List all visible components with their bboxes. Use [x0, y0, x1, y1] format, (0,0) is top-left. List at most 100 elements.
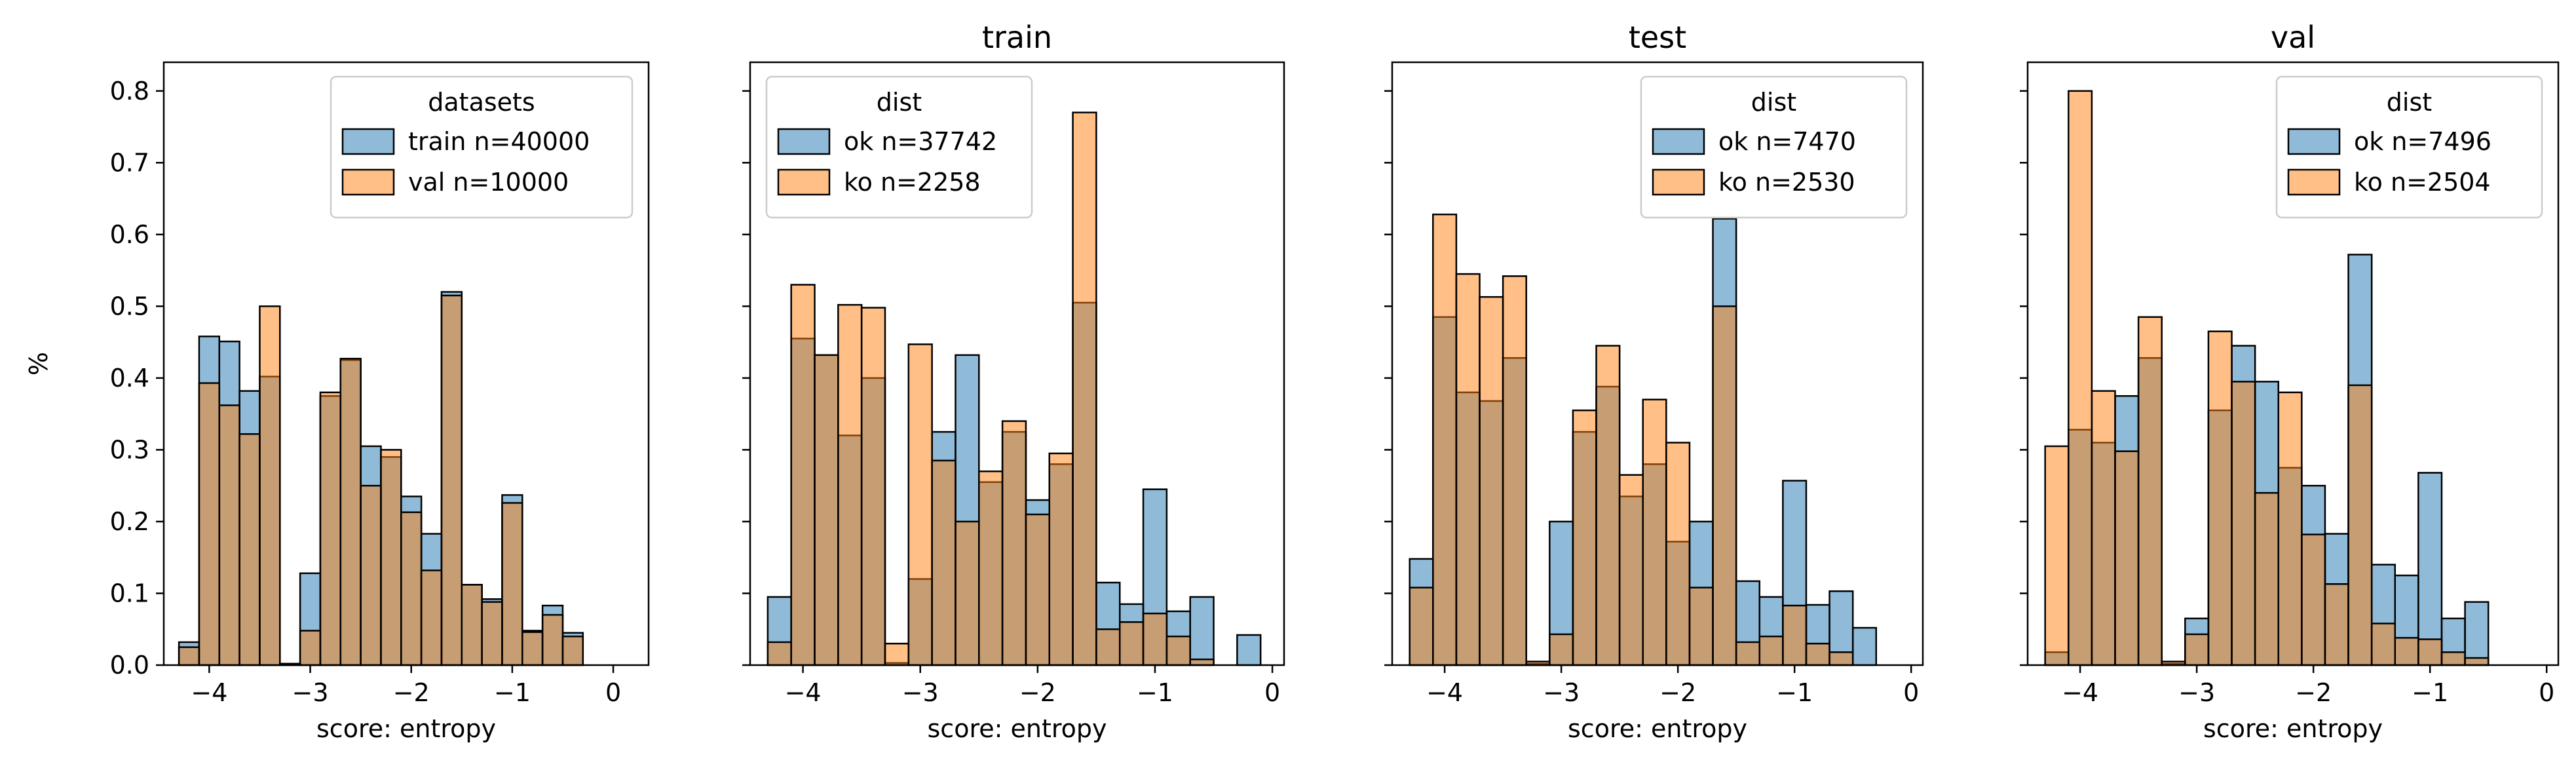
x-tick-label: −2	[393, 678, 430, 707]
bar-series2	[178, 646, 200, 666]
legend-label: ok n=7470	[1718, 127, 1856, 156]
legend-box	[2275, 75, 2543, 219]
legend-box	[765, 75, 1033, 219]
x-tick-label: −1	[494, 678, 531, 707]
bar-series2	[501, 502, 523, 666]
x-tick-label: −3	[1543, 678, 1580, 707]
legend-label: ok n=7496	[2354, 127, 2491, 156]
bar-series2	[1479, 296, 1504, 666]
bar-series2	[907, 343, 933, 666]
bar-series2	[1805, 642, 1830, 666]
bar-series2	[400, 511, 423, 666]
x-tick-label: −4	[191, 678, 227, 707]
legend-label: ko n=2258	[844, 168, 981, 197]
legend-title: dist	[2387, 88, 2432, 117]
y-tick-label: 0.5	[110, 292, 149, 320]
bar-series2	[978, 470, 1004, 666]
x-tick-label: −3	[292, 678, 329, 707]
x-tick-label: −4	[785, 678, 822, 707]
legend-title: datasets	[428, 88, 535, 117]
bar-series2	[238, 433, 261, 666]
bar-series2	[2207, 330, 2233, 666]
bar-series1	[1189, 596, 1215, 666]
legend: datasets train n=40000 val n=10000	[330, 75, 634, 219]
x-tick-label: 0	[1264, 678, 1280, 707]
bar-series2	[1025, 513, 1051, 666]
legend-label: train n=40000	[408, 127, 590, 156]
bar-series2	[2231, 381, 2256, 666]
x-axis-label: score: entropy	[1568, 714, 1747, 743]
bar-series2	[481, 601, 503, 666]
bar-series2	[541, 614, 564, 666]
bar-series2	[1618, 474, 1644, 666]
bar-series2	[521, 631, 544, 666]
bar-series2	[814, 354, 839, 666]
legend: dist ok n=7470 ko n=2530	[1640, 75, 1908, 219]
legend-swatch	[341, 168, 395, 196]
bar-series2	[767, 641, 792, 666]
bar-series2	[1118, 621, 1145, 666]
bar-series2	[339, 358, 362, 666]
legend-label: ok n=37742	[844, 127, 997, 156]
bar-series2	[1782, 604, 1808, 666]
legend-swatch	[1652, 168, 1705, 196]
legend-swatch	[2287, 168, 2341, 196]
bar-series2	[1072, 111, 1097, 666]
bar-series2	[2440, 651, 2466, 666]
bar-series2	[2068, 90, 2093, 666]
y-tick-label: 0.4	[110, 364, 149, 393]
bar-series2	[2277, 391, 2303, 666]
bar-series1	[1851, 626, 1878, 666]
x-tick-label: −1	[2412, 678, 2448, 707]
legend-swatch	[341, 128, 395, 155]
x-tick-label: −2	[2295, 678, 2332, 707]
bar-series2	[1572, 409, 1597, 666]
bar-series2	[218, 404, 240, 666]
x-tick-label: −3	[2178, 678, 2215, 707]
bar-series2	[1001, 420, 1027, 666]
bar-series2	[198, 382, 221, 666]
chart-title: test	[1629, 20, 1686, 55]
chart-panel-2: −4 −3 −2 −1 0 score: entropy train dist ok n=377…	[742, 20, 1285, 743]
bar-series2	[860, 307, 886, 666]
bar-series2	[2324, 583, 2349, 666]
legend-label: ko n=2504	[2354, 168, 2491, 197]
bar-series2	[2301, 533, 2326, 666]
bar-series2	[561, 635, 584, 666]
bar-series2	[1048, 452, 1074, 666]
x-tick-label: −4	[2062, 678, 2098, 707]
bar-series1	[2417, 472, 2443, 666]
bar-series2	[299, 630, 322, 666]
legend-swatch	[777, 168, 831, 196]
bar-series2	[2137, 316, 2163, 666]
bar-series2	[790, 284, 816, 666]
chart-title: train	[982, 20, 1052, 55]
x-tick-label: −2	[1019, 678, 1056, 707]
chart-panel-1: −4 −3 −2 −1 0 0.0 0.1 0.2 0.3 0.4 0.5 0.6 0.7 0.8 scor…	[24, 61, 650, 743]
bar-series2	[1455, 273, 1481, 666]
bar-series2	[955, 520, 980, 666]
bar-series2	[1165, 635, 1191, 666]
x-tick-label: 0	[605, 678, 621, 707]
x-axis-label: score: entropy	[928, 714, 1107, 743]
bar-series2	[837, 303, 863, 666]
x-tick-label: −1	[1776, 678, 1813, 707]
bar-series2	[1142, 612, 1168, 666]
bar-series2	[1758, 635, 1784, 666]
bar-series2	[2254, 491, 2279, 666]
y-tick-label: 0.3	[110, 435, 149, 464]
legend-box	[330, 75, 634, 219]
bar-series2	[1665, 442, 1691, 666]
bar-series2	[1432, 213, 1458, 666]
legend-label: ko n=2530	[1718, 168, 1855, 197]
legend-swatch	[1652, 128, 1705, 155]
bar-series2	[1549, 633, 1574, 666]
legend: dist ok n=7496 ko n=2504	[2275, 75, 2543, 219]
legend-box	[1640, 75, 1908, 219]
x-tick-label: −4	[1426, 678, 1463, 707]
legend-title: dist	[1751, 88, 1796, 117]
legend-swatch	[2287, 128, 2341, 155]
x-tick-label: 0	[2539, 678, 2554, 707]
bar-series1	[1236, 634, 1262, 666]
